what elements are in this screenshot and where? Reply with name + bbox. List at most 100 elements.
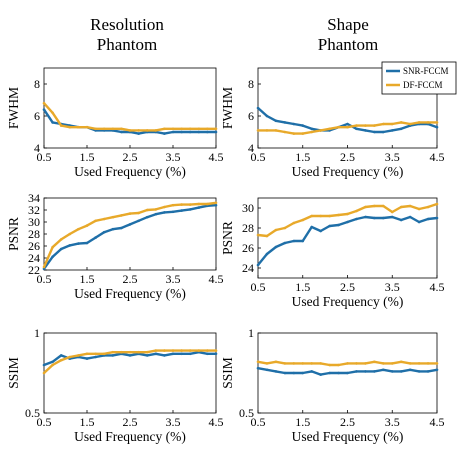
data-point-snr-fccm [51,121,54,124]
data-point-df-fccm [346,212,349,216]
data-point-snr-fccm [128,354,132,357]
data-point-snr-fccm [180,352,183,356]
data-point-df-fccm [180,349,183,352]
x-tick-label: 3.5 [385,280,400,294]
data-point-snr-fccm [382,130,385,134]
data-point-df-fccm [310,130,314,134]
data-point-snr-fccm [265,114,269,118]
data-point-df-fccm [128,350,132,354]
y-tick-label: 1 [34,326,40,340]
x-axis-label: Used Frequency (%) [292,294,404,309]
data-point-df-fccm [145,350,149,354]
data-point-df-fccm [256,360,260,364]
data-point-df-fccm [408,122,412,126]
data-point-snr-fccm [171,130,175,134]
data-point-df-fccm [206,349,209,352]
data-point-df-fccm [292,221,296,225]
data-point-df-fccm [435,362,439,365]
data-point-df-fccm [137,211,140,215]
data-point-df-fccm [94,219,97,223]
data-point-df-fccm [77,227,80,231]
y-axis-label: FWHM [6,87,21,129]
data-point-df-fccm [265,362,269,365]
data-point-snr-fccm [283,121,287,124]
x-axis-label: Used Frequency (%) [74,429,186,444]
series-line-snr-fccm [257,215,438,266]
data-point-df-fccm [319,129,322,132]
data-point-snr-fccm [180,130,183,134]
y-tick-label: 34 [28,191,40,205]
data-point-df-fccm [390,362,394,365]
y-tick-label: 28 [242,221,254,235]
data-point-df-fccm [128,212,132,215]
chart-panel-2: 0.5 1.5 2.5 3.5 4.5 4 6 8 Used Frequency (%) FWHM [220,67,445,179]
data-point-df-fccm [188,203,192,206]
data-point-df-fccm [355,362,358,365]
data-point-df-fccm [111,350,115,354]
data-point-df-fccm [120,350,123,354]
y-tick-label: 0.5 [239,406,254,420]
data-point-snr-fccm [120,226,123,230]
data-point-snr-fccm [163,132,166,135]
data-point-df-fccm [301,132,305,135]
data-point-df-fccm [319,362,322,365]
data-point-df-fccm [310,362,314,365]
x-tick-label: 1.5 [295,415,310,429]
data-point-df-fccm [206,127,209,131]
x-tick-label: 4.5 [430,150,445,164]
y-tick-label: 4 [34,141,40,155]
data-point-df-fccm [417,207,421,211]
x-tick-label: 2.5 [340,280,355,294]
data-point-df-fccm [42,371,46,375]
data-point-snr-fccm [94,355,97,359]
y-axis-label: PSNR [220,221,235,255]
data-point-snr-fccm [274,245,278,249]
data-point-snr-fccm [256,366,260,370]
data-point-snr-fccm [42,108,46,111]
x-tick-label: 3.5 [385,150,400,164]
y-tick-label: 32 [28,203,40,217]
data-point-df-fccm [188,349,192,352]
data-point-snr-fccm [328,224,331,228]
y-tick-label: 6 [34,109,40,123]
data-point-snr-fccm [68,244,72,247]
data-point-df-fccm [337,125,340,129]
data-point-snr-fccm [328,371,331,375]
data-point-df-fccm [128,129,132,132]
data-point-snr-fccm [355,127,358,131]
data-point-df-fccm [171,349,175,352]
data-point-df-fccm [214,127,218,131]
data-point-df-fccm [163,205,166,209]
data-point-df-fccm [426,205,430,209]
data-point-df-fccm [408,362,412,365]
data-point-df-fccm [328,127,331,131]
data-point-df-fccm [382,122,385,126]
x-tick-label: 4.5 [430,280,445,294]
data-point-snr-fccm [399,218,403,222]
data-point-df-fccm [435,202,439,206]
data-point-df-fccm [42,265,46,269]
x-tick-label: 4.5 [430,415,445,429]
data-point-snr-fccm [346,122,349,126]
data-point-snr-fccm [292,239,296,243]
data-point-snr-fccm [111,227,115,231]
data-point-df-fccm [373,360,376,364]
data-point-snr-fccm [188,208,192,211]
data-point-snr-fccm [265,368,269,372]
y-tick-label: 0.5 [25,406,40,420]
data-point-snr-fccm [292,122,296,126]
data-point-snr-fccm [163,354,166,357]
data-point-snr-fccm [373,216,376,220]
data-point-df-fccm [214,201,218,205]
data-point-df-fccm [301,218,305,222]
data-point-df-fccm [390,210,394,214]
y-tick-label: 24 [242,261,254,275]
y-tick-label: 4 [248,141,254,155]
data-point-snr-fccm [355,370,358,373]
data-point-snr-fccm [42,267,46,271]
data-point-snr-fccm [301,239,305,243]
data-point-df-fccm [265,234,269,238]
data-point-snr-fccm [59,354,63,357]
data-point-df-fccm [77,125,80,129]
